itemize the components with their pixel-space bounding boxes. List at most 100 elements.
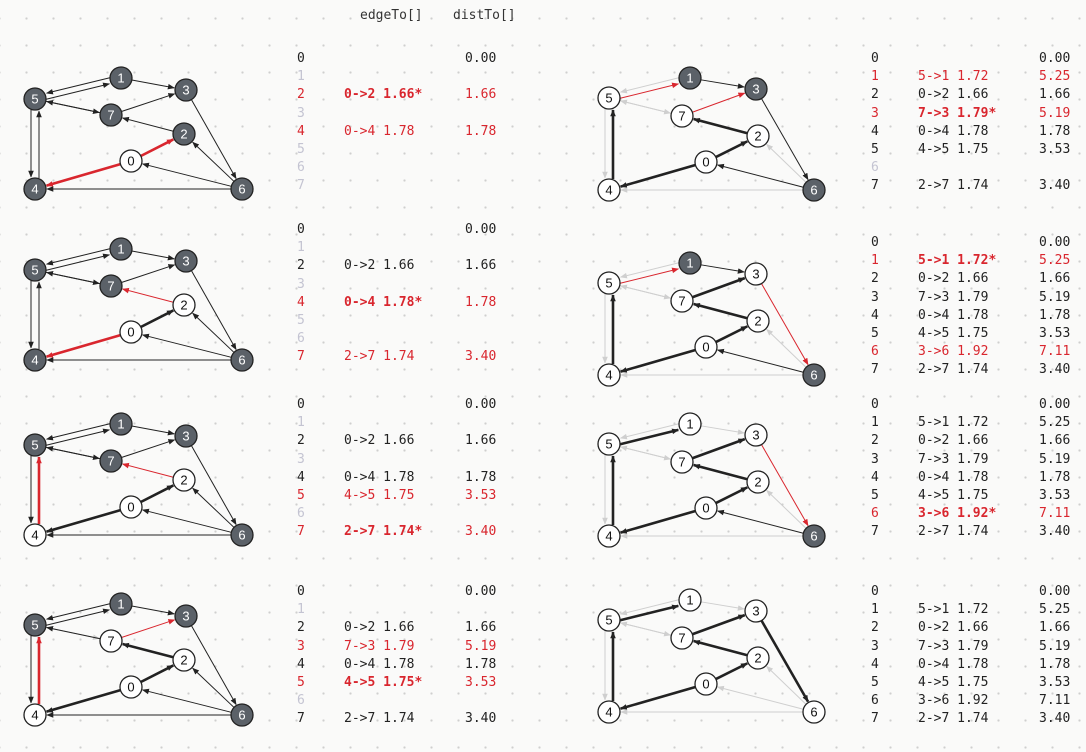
graph-step-3: 0 1 2 3 4 5 6 7	[23, 412, 254, 547]
dist-to-value: 0.00	[1039, 397, 1071, 412]
node-label: 2	[754, 129, 761, 144]
dist-to-value: 0.00	[465, 222, 497, 237]
dist-to-value: 3.40	[1039, 711, 1071, 727]
node-label: 3	[752, 428, 759, 443]
node-label: 5	[31, 92, 38, 107]
dist-to-value: 1.78	[465, 294, 497, 310]
node-label: 0	[702, 340, 709, 355]
dist-to-value: 3.53	[1039, 326, 1071, 341]
dist-to-value: 3.40	[465, 349, 497, 365]
edge-5-1	[45, 253, 111, 271]
edge-1-5	[45, 423, 111, 441]
edge-to-value: 4->5 1.75	[918, 675, 989, 690]
node-label: 4	[31, 353, 38, 368]
edge-2-7	[121, 116, 174, 132]
edge-7-5	[46, 271, 101, 285]
edge-5-1	[45, 608, 111, 626]
node-1: 1	[678, 412, 702, 436]
edge-3-6	[761, 283, 809, 366]
edge-5-1	[619, 267, 680, 284]
node-label: 3	[182, 83, 189, 98]
edge-6-0	[716, 163, 804, 188]
edge-7-3	[691, 437, 746, 460]
node-6: 6	[230, 177, 254, 201]
node-3: 3	[744, 262, 768, 286]
node-label: 3	[182, 254, 189, 269]
edge-0-2	[715, 662, 748, 681]
node-6: 6	[230, 348, 254, 372]
edge-1-5	[619, 599, 680, 616]
edge-1-5	[619, 423, 680, 440]
edge-to-value: 4->5 1.75	[918, 142, 989, 157]
vertex-index: 6	[297, 693, 305, 709]
vertex-index: 7	[871, 524, 879, 540]
edge-3-6	[761, 98, 809, 181]
vertex-index: 7	[297, 349, 305, 365]
vertex-index: 4	[871, 307, 879, 323]
edge-1-3	[700, 425, 745, 435]
edge-to-value: 0->2 1.66	[344, 433, 415, 449]
vertex-index: 3	[871, 105, 879, 121]
edge-1-5	[619, 262, 680, 279]
edge-0-4	[45, 688, 121, 713]
edge-1-3	[700, 79, 745, 89]
node-label: 7	[678, 631, 685, 646]
dist-to-value: 5.25	[1039, 602, 1071, 618]
vertex-index: 5	[871, 488, 879, 503]
edge-to-value: 7->3 1.79	[918, 638, 989, 654]
vertex-index: 6	[871, 344, 879, 360]
dist-to-value: 1.78	[465, 123, 497, 139]
node-label: 3	[182, 609, 189, 624]
edge-to-value: 0->2 1.66	[918, 271, 989, 287]
edge-6-2	[192, 312, 235, 353]
edge-to-value: 4->5 1.75*	[344, 675, 423, 690]
graph-step-5: 0 1 2 3 4 5 6 7	[597, 66, 826, 202]
node-label: 1	[117, 71, 124, 86]
edge-2-7	[692, 639, 748, 657]
dist-to-value: 7.11	[1039, 506, 1071, 522]
dist-to-value: 3.40	[1039, 524, 1071, 540]
node-0: 0	[119, 495, 143, 519]
edge-1-5	[45, 603, 111, 621]
edge-to-value: 0->2 1.66	[344, 620, 415, 636]
edge-5-1	[619, 428, 680, 446]
edge-1-5	[45, 77, 111, 95]
vertex-index: 4	[871, 123, 879, 139]
node-label: 6	[238, 528, 245, 543]
node-1: 1	[109, 592, 133, 616]
node-4: 4	[597, 700, 621, 724]
edge-1-3	[700, 264, 745, 274]
vertex-index: 0	[297, 584, 305, 599]
node-label: 5	[605, 613, 612, 628]
node-label: 5	[31, 263, 38, 278]
dist-to-value: 1.78	[465, 469, 497, 485]
graph-step-1: 0 1 2 3 4 5 6 7	[23, 66, 254, 201]
dist-to-value: 3.53	[1039, 675, 1071, 690]
node-7: 7	[99, 629, 123, 653]
edge-7-5	[46, 100, 101, 114]
edge-6-0	[141, 508, 232, 533]
edge-3-6	[760, 619, 810, 703]
edge-to-value: 0->4 1.78	[344, 469, 415, 485]
edge-0-4	[619, 685, 696, 710]
edge-1-3	[131, 425, 175, 436]
graph-step-4: 0 1 2 3 4 5 6 7	[23, 592, 254, 727]
node-label: 1	[117, 417, 124, 432]
dist-to-value: 3.53	[465, 488, 497, 503]
edge-0-2	[715, 140, 748, 159]
vertex-index: 7	[871, 178, 879, 194]
node-5: 5	[23, 433, 47, 457]
node-2: 2	[172, 122, 196, 146]
node-label: 4	[605, 705, 612, 720]
node-label: 4	[605, 183, 612, 198]
node-label: 1	[686, 256, 693, 271]
edge-to-value: 7->3 1.79	[918, 289, 989, 305]
node-1: 1	[678, 66, 702, 90]
edge-6-2	[192, 667, 235, 708]
node-5: 5	[23, 87, 47, 111]
dist-to-value: 3.40	[1039, 178, 1071, 194]
edge-to-value: 5->1 1.72	[918, 602, 989, 618]
vertex-index: 5	[297, 675, 305, 690]
edge-7-3	[121, 264, 176, 283]
dist-to-value: 1.66	[465, 87, 497, 103]
